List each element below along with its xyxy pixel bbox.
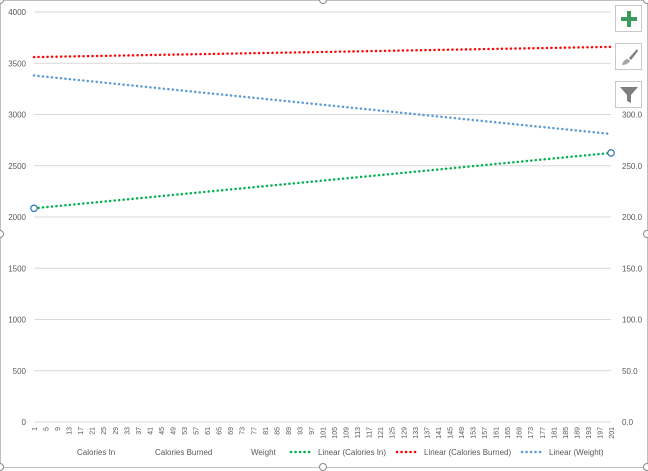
x-tick-label: 81 xyxy=(263,427,270,435)
y-left-tick-label: 1500 xyxy=(8,264,26,273)
x-tick-label: 141 xyxy=(436,427,443,439)
series-layer[interactable] xyxy=(30,45,615,213)
x-tick-label: 41 xyxy=(147,427,154,435)
legend-label[interactable]: Calories In xyxy=(77,448,115,457)
resize-handle-top-right[interactable] xyxy=(643,0,648,4)
x-tick-label: 9 xyxy=(55,427,62,431)
x-tick-label: 73 xyxy=(240,427,247,435)
trendline-selection-handle[interactable] xyxy=(607,149,615,157)
x-tick-label: 1 xyxy=(32,427,39,431)
y-right-tick-label: 250.0 xyxy=(622,162,643,171)
x-tick-label: 129 xyxy=(401,427,408,439)
x-tick-label: 157 xyxy=(482,427,489,439)
x-tick-label: 125 xyxy=(390,427,397,439)
y-left-tick-label: 3000 xyxy=(8,111,26,120)
x-tick-label: 181 xyxy=(551,427,558,439)
x-tick-label: 165 xyxy=(505,427,512,439)
y-left-tick-label: 1000 xyxy=(8,316,26,325)
chart-filters-button[interactable] xyxy=(615,81,642,108)
resize-handle-bottom-right[interactable] xyxy=(643,463,648,471)
y-right-tick-label: 200.0 xyxy=(622,213,643,222)
x-tick-label: 21 xyxy=(90,427,97,435)
x-tick-label: 185 xyxy=(563,427,570,439)
legend-label[interactable]: Linear (Calories In) xyxy=(318,448,386,457)
x-tick-label: 77 xyxy=(251,427,258,435)
x-tick-label: 25 xyxy=(101,427,108,435)
x-tick-label: 173 xyxy=(528,427,535,439)
gridlines xyxy=(34,11,611,423)
x-tick-label: 201 xyxy=(609,427,616,439)
x-tick-label: 149 xyxy=(459,427,466,439)
x-tick-label: 37 xyxy=(136,427,143,435)
x-tick-label: 17 xyxy=(78,427,85,435)
x-tick-label: 5 xyxy=(44,427,51,431)
x-tick-label: 169 xyxy=(517,427,524,439)
trendline-calories-in[interactable] xyxy=(32,151,613,210)
y-right-tick-label: 100.0 xyxy=(622,316,643,325)
plus-icon xyxy=(620,10,637,27)
x-tick-label: 145 xyxy=(447,427,454,439)
x-tick-label: 161 xyxy=(494,427,501,439)
x-tick-label: 89 xyxy=(286,427,293,435)
x-tick-label: 93 xyxy=(297,427,304,435)
legend[interactable]: Calories In Calories Burned Weight Linear (… xyxy=(77,448,604,457)
x-tick-label: 49 xyxy=(170,427,177,435)
resize-handle-middle-right[interactable] xyxy=(643,230,648,238)
x-tick-label: 193 xyxy=(586,427,593,439)
trendline-calories-burned[interactable] xyxy=(32,45,613,59)
chart-styles-button[interactable] xyxy=(615,43,642,70)
x-tick-label: 85 xyxy=(274,427,281,435)
x-tick-label: 53 xyxy=(182,427,189,435)
y-axis-left: 0 500 1000 1500 2000 2500 3000 3500 4000 xyxy=(8,8,26,427)
x-tick-label: 45 xyxy=(159,427,166,435)
y-right-tick-label: 150.0 xyxy=(622,264,643,273)
x-tick-label: 29 xyxy=(113,427,120,435)
y-left-tick-label: 2000 xyxy=(8,213,26,222)
paintbrush-icon xyxy=(621,48,638,65)
x-tick-label: 177 xyxy=(540,427,547,439)
x-tick-label: 109 xyxy=(344,427,351,439)
trendline-selection-handle[interactable] xyxy=(30,204,38,213)
y-axis-right: 0.0 50.0 100.0 150.0 200.0 250.0 300.0 xyxy=(622,111,643,428)
x-tick-label: 97 xyxy=(309,427,316,435)
legend-label[interactable]: Weight xyxy=(251,448,277,457)
y-right-tick-label: 0.0 xyxy=(622,418,634,427)
x-tick-label: 113 xyxy=(355,427,362,438)
x-tick-label: 105 xyxy=(332,427,339,439)
y-right-tick-label: 50.0 xyxy=(622,367,638,376)
y-left-tick-label: 2500 xyxy=(8,162,26,171)
x-tick-label: 101 xyxy=(321,427,328,439)
y-left-tick-label: 500 xyxy=(13,367,27,376)
x-tick-label: 33 xyxy=(124,427,131,435)
x-axis: 1 5 9 13 17 21 25 29 33 37 41 45 49 53 57 61 65 69 73 77 81 8… xyxy=(32,427,616,439)
x-tick-label: 65 xyxy=(217,427,224,435)
legend-label[interactable]: Linear (Calories Burned) xyxy=(424,448,511,457)
y-left-tick-label: 4000 xyxy=(8,8,26,17)
legend-label[interactable]: Linear (Weight) xyxy=(549,448,604,457)
chart-elements-button[interactable] xyxy=(615,5,642,32)
funnel-icon xyxy=(619,86,638,103)
x-tick-label: 117 xyxy=(367,427,374,438)
x-tick-label: 137 xyxy=(424,427,431,439)
legend-label[interactable]: Calories Burned xyxy=(155,448,212,457)
y-left-tick-label: 3500 xyxy=(8,59,26,68)
x-tick-label: 57 xyxy=(194,427,201,435)
x-tick-label: 153 xyxy=(471,427,478,439)
y-left-tick-label: 0 xyxy=(22,418,27,427)
x-tick-label: 197 xyxy=(597,427,604,439)
resize-handle-bottom-center[interactable] xyxy=(319,463,327,471)
x-tick-label: 61 xyxy=(205,427,212,435)
y-right-tick-label: 300.0 xyxy=(622,111,643,120)
x-tick-label: 121 xyxy=(378,427,385,439)
x-tick-label: 189 xyxy=(574,427,581,439)
trendline-weight[interactable] xyxy=(32,74,613,136)
x-tick-label: 13 xyxy=(67,427,74,435)
x-tick-label: 133 xyxy=(413,427,420,439)
resize-handle-bottom-left[interactable] xyxy=(0,463,4,471)
x-tick-label: 69 xyxy=(228,427,235,435)
